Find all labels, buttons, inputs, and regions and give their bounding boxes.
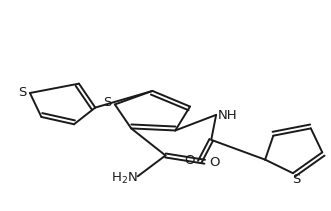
Text: S: S xyxy=(103,96,111,109)
Text: O: O xyxy=(185,154,195,167)
Text: O: O xyxy=(209,156,220,169)
Text: NH: NH xyxy=(218,109,238,122)
Text: S: S xyxy=(292,173,300,186)
Text: S: S xyxy=(18,85,26,99)
Text: H$_2$N: H$_2$N xyxy=(112,171,138,186)
